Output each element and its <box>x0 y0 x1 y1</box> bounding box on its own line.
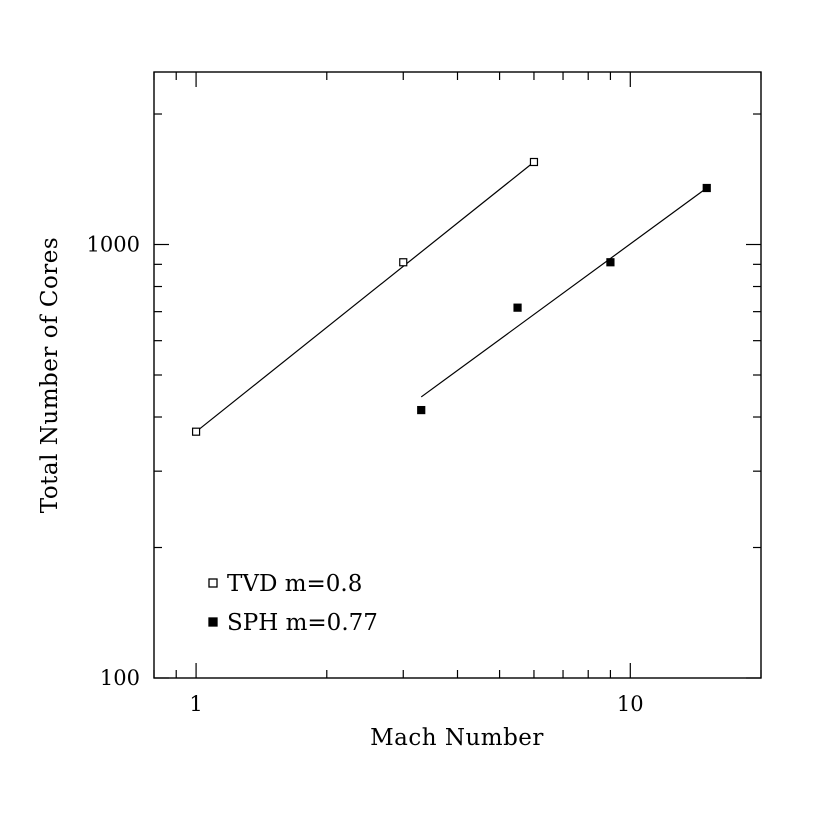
y-axis-label: Total Number of Cores <box>37 237 63 513</box>
fit-line-tvd <box>195 161 535 433</box>
data-point-tvd <box>191 427 201 436</box>
legend: TVD m=0.8 SPH m=0.77 <box>208 571 378 636</box>
axis-ticks <box>153 72 762 679</box>
data-point-tvd <box>399 258 408 267</box>
x-tick-label: 10 <box>617 692 644 716</box>
y-tick-label: 1000 <box>87 233 140 257</box>
legend-label-sph: SPH m=0.77 <box>227 610 378 636</box>
legend-marker-tvd <box>208 578 218 588</box>
x-axis-label: Mach Number <box>370 725 544 751</box>
tick-labels: 1 10 100 1000 <box>87 233 644 716</box>
data-point-sph <box>417 405 426 415</box>
legend-label-tvd: TVD m=0.8 <box>227 571 362 597</box>
data-point-sph <box>513 303 522 312</box>
x-tick-label: 1 <box>189 692 202 716</box>
y-tick-label: 100 <box>100 666 140 690</box>
data-point-sph <box>606 258 615 267</box>
data-points <box>191 157 711 436</box>
data-point-tvd <box>529 157 539 167</box>
data-point-sph <box>702 183 711 193</box>
fit-lines <box>195 161 708 433</box>
fit-line-sph <box>420 187 708 398</box>
legend-marker-sph <box>208 617 218 627</box>
